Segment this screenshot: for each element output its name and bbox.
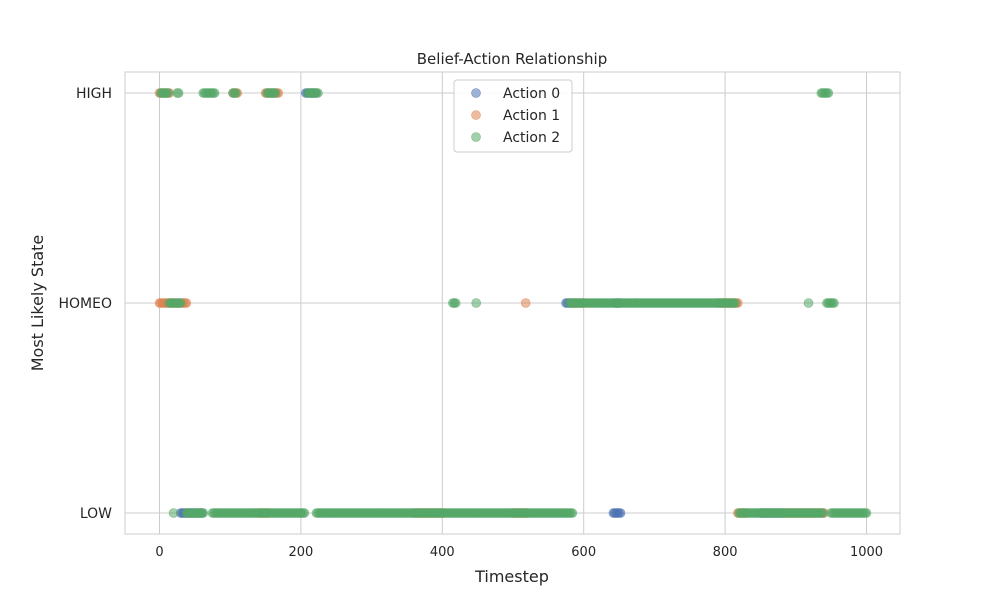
y-tick-label: HOMEO xyxy=(59,296,113,312)
y-tick-label: LOW xyxy=(80,506,112,522)
data-point xyxy=(829,298,839,308)
x-tick-label: 200 xyxy=(288,545,313,560)
data-point xyxy=(817,508,828,518)
x-tick-label: 1000 xyxy=(850,545,883,560)
x-tick-label: 0 xyxy=(155,545,163,560)
data-point xyxy=(270,88,281,98)
y-axis-label: Most Likely State xyxy=(28,235,47,372)
y-tick-labels: LOW HOMEO HIGH xyxy=(59,86,113,522)
data-point xyxy=(471,298,482,308)
y-tick-label: HIGH xyxy=(76,86,112,102)
legend-label: Action 1 xyxy=(503,108,560,124)
legend-box xyxy=(453,79,573,153)
data-point xyxy=(520,298,531,308)
data-point xyxy=(313,88,323,98)
x-tick-label: 400 xyxy=(430,545,455,560)
x-tick-label: 800 xyxy=(713,545,738,560)
legend-marker xyxy=(471,88,481,98)
data-point xyxy=(615,508,626,518)
data-point xyxy=(163,88,173,98)
data-point xyxy=(198,508,209,518)
data-points xyxy=(154,88,872,518)
data-point xyxy=(168,508,179,518)
data-point xyxy=(730,298,740,308)
data-point xyxy=(861,508,872,518)
legend: Action 0 Action 1 Action 2 xyxy=(453,79,573,153)
x-axis-label: Timestep xyxy=(474,567,549,586)
legend-label: Action 0 xyxy=(503,86,560,102)
legend-label: Action 2 xyxy=(503,130,560,146)
legend-marker xyxy=(471,132,481,142)
data-point xyxy=(803,298,814,308)
chart-title: Belief-Action Relationship xyxy=(417,50,607,68)
x-tick-labels: 0 200 400 600 800 1000 xyxy=(155,545,883,560)
data-point xyxy=(450,298,461,308)
x-tick-label: 600 xyxy=(571,545,596,560)
data-point xyxy=(299,508,310,518)
data-point xyxy=(567,508,578,518)
data-point xyxy=(175,298,186,308)
legend-marker xyxy=(471,110,481,120)
series-action-2 xyxy=(156,88,872,518)
data-point xyxy=(209,88,220,98)
data-point xyxy=(231,88,241,98)
data-point xyxy=(823,88,834,98)
plot-frame xyxy=(124,71,901,535)
data-point xyxy=(173,88,184,98)
